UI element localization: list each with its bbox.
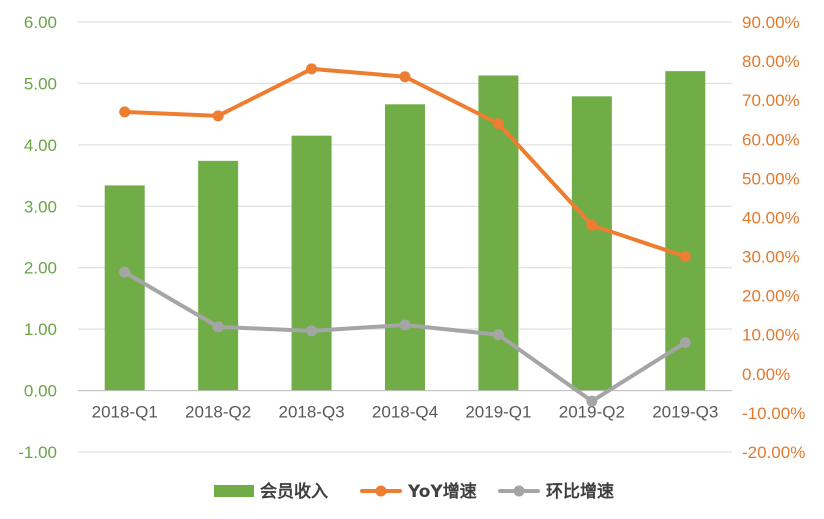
right-tick-label: 30.00% xyxy=(742,248,800,267)
yoy-point xyxy=(119,106,131,118)
yoy-point xyxy=(492,118,504,130)
right-tick-label: -10.00% xyxy=(742,404,805,423)
right-axis: 90.00% 80.00% 70.00% 60.00% 50.00% 40.00% 30.0… xyxy=(742,13,805,462)
right-tick-label: -20.00% xyxy=(742,443,805,462)
qoq-point xyxy=(119,266,131,278)
left-tick-label: 1.00 xyxy=(24,320,57,339)
left-tick-label: -1.00 xyxy=(18,443,57,462)
bar-2019-q2 xyxy=(571,96,612,391)
right-tick-label: 70.00% xyxy=(742,91,800,110)
yoy-point xyxy=(586,219,598,231)
left-tick-label: 5.00 xyxy=(24,74,57,93)
yoy-point xyxy=(306,63,318,75)
x-tick-label: 2018-Q4 xyxy=(372,403,438,422)
left-tick-label: 4.00 xyxy=(24,136,57,155)
legend-label: 会员收入 xyxy=(260,481,328,502)
qoq-point xyxy=(679,337,691,349)
left-tick-label: 3.00 xyxy=(24,197,57,216)
left-tick-label: 2.00 xyxy=(24,259,57,278)
bar-series xyxy=(104,71,706,391)
yoy-point xyxy=(212,110,224,122)
legend-label: YoY增速 xyxy=(407,481,477,502)
right-tick-label: 80.00% xyxy=(742,52,800,71)
legend-marker xyxy=(513,485,525,497)
yoy-point xyxy=(679,251,691,263)
right-tick-label: 60.00% xyxy=(742,130,800,149)
bar-2018-q3 xyxy=(291,135,332,391)
bar-2018-q2 xyxy=(198,160,239,391)
qoq-point xyxy=(586,395,598,407)
x-axis: 2018-Q1 2018-Q2 2018-Q3 2018-Q4 2019-Q1 2019-… xyxy=(78,390,732,422)
line-series xyxy=(119,63,691,407)
legend-label: 环比增速 xyxy=(546,481,614,502)
x-tick-label: 2018-Q2 xyxy=(185,403,251,422)
legend-item: YoY增速 xyxy=(360,481,477,502)
right-tick-label: 20.00% xyxy=(742,287,800,306)
right-tick-label: 10.00% xyxy=(742,326,800,345)
x-tick-label: 2018-Q1 xyxy=(92,403,158,422)
x-tick-label: 2018-Q3 xyxy=(278,403,344,422)
yoy-point xyxy=(399,71,411,83)
x-tick-label: 2019-Q3 xyxy=(652,403,718,422)
legend-item: 环比增速 xyxy=(498,481,614,502)
left-tick-label: 6.00 xyxy=(24,13,57,32)
qoq-point xyxy=(212,321,224,333)
legend-bar-swatch xyxy=(214,485,254,497)
qoq-point xyxy=(399,319,411,331)
bar-2018-q4 xyxy=(385,104,425,391)
right-tick-label: 40.00% xyxy=(742,208,800,227)
legend: 会员收入 YoY增速 环比增速 xyxy=(214,481,614,502)
x-tick-label: 2019-Q1 xyxy=(465,403,531,422)
left-tick-label: 0.00 xyxy=(24,382,57,401)
left-axis: 6.00 5.00 4.00 3.00 2.00 1.00 0.00 -1.00 xyxy=(18,13,57,462)
bar-2018-q1 xyxy=(104,185,145,391)
x-tick-label: 2019-Q2 xyxy=(559,403,625,422)
qoq-point xyxy=(306,325,318,337)
right-tick-label: 50.00% xyxy=(742,169,800,188)
right-tick-label: 0.00% xyxy=(742,365,790,384)
legend-marker xyxy=(375,485,387,497)
right-tick-label: 90.00% xyxy=(742,13,800,32)
legend-item: 会员收入 xyxy=(214,481,328,502)
qoq-point xyxy=(492,329,504,341)
